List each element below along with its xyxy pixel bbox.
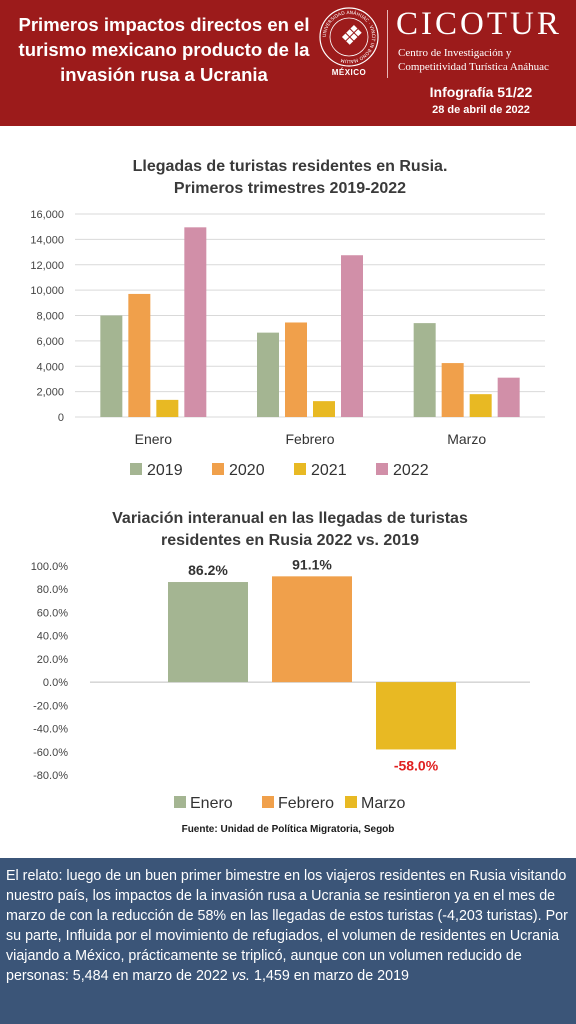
legend-swatch-enero: [174, 796, 186, 808]
bar-2020-marzo: [441, 363, 464, 417]
y-tick-label: 40.0%: [37, 631, 68, 643]
bar-2022-marzo: [497, 377, 520, 417]
legend-label-2019: 2019: [147, 462, 183, 479]
narrative-text-b: 1,459 en marzo de 2019: [250, 968, 409, 984]
brand-subtitle: Centro de Investigación y Competitividad…: [398, 46, 549, 74]
y-tick-label: 14,000: [30, 234, 64, 246]
bar-2020-febrero: [285, 322, 307, 417]
y-tick-label: 6,000: [36, 336, 64, 348]
legend-swatch-2020: [212, 463, 224, 475]
bar-2020-enero: [128, 293, 151, 417]
legend-swatch-2019: [130, 463, 142, 475]
data-label-enero: 86.2%: [188, 562, 228, 578]
legend-label-marzo: Marzo: [361, 795, 406, 812]
bar-marzo: [376, 682, 456, 750]
y-tick-label: 10,000: [30, 285, 64, 297]
legend-swatch-febrero: [262, 796, 274, 808]
bar-2021-marzo: [469, 394, 492, 417]
y-tick-label: -60.0%: [33, 747, 68, 759]
publication-date: 28 de abril de 2022: [432, 104, 530, 116]
bar-2021-febrero: [313, 401, 335, 417]
y-tick-label: 60.0%: [37, 607, 68, 619]
header-banner: Primeros impactos directos en el turismo…: [0, 0, 576, 126]
seal-label: MÉXICO: [331, 68, 367, 77]
brand-subtitle-line1: Centro de Investigación y: [398, 47, 512, 59]
y-tick-label: 0: [58, 412, 64, 424]
data-label-febrero: 91.1%: [292, 556, 332, 572]
y-tick-label: 4,000: [36, 361, 64, 373]
y-tick-label: 100.0%: [31, 561, 69, 573]
data-label-marzo: -58.0%: [394, 757, 439, 773]
legend-swatch-2021: [294, 463, 306, 475]
y-tick-label: 8,000: [36, 311, 64, 323]
narrative-text: El relato: luego de un buen primer bimes…: [0, 858, 576, 986]
legend-label-2020: 2020: [229, 462, 265, 479]
arrivals-bar-chart: 0 2,000 4,000 6,000 8,000 10,000 12,000 14,000 1…: [30, 209, 545, 479]
legend-label-febrero: Febrero: [278, 795, 334, 812]
y-tick-label: -80.0%: [33, 770, 68, 782]
y-tick-label: 20.0%: [37, 654, 68, 666]
legend-swatch-2022: [376, 463, 388, 475]
x-category-label: Enero: [135, 431, 173, 447]
narrative-text-a: El relato: luego de un buen primer bimes…: [6, 868, 568, 984]
source-note: Fuente: Unidad de Política Migratoria, S…: [181, 824, 395, 835]
y-tick-label: 80.0%: [37, 584, 68, 596]
y-tick-label: -40.0%: [33, 724, 68, 736]
header-divider: [387, 10, 388, 78]
legend-swatch-marzo: [345, 796, 357, 808]
bar-2022-enero: [184, 227, 207, 417]
bar-2019-marzo: [413, 323, 436, 417]
chart2-title-line1: Variación interanual en las llegadas de …: [112, 510, 468, 527]
bar-enero: [168, 582, 248, 683]
bar-2021-enero: [156, 399, 179, 417]
chart1-title-line1: Llegadas de turistas residentes en Rusia…: [132, 158, 448, 175]
chart1-title: Llegadas de turistas residentes en Rusia…: [40, 156, 540, 200]
narrative-text-vs: vs.: [231, 968, 251, 984]
brand-logo: CICOTUR: [396, 6, 562, 42]
chart1-title-line2: Primeros trimestres 2019-2022: [173, 180, 407, 197]
y-tick-label: 16,000: [30, 209, 64, 221]
legend-label-2022: 2022: [393, 462, 429, 479]
y-tick-label: -20.0%: [33, 700, 68, 712]
bar-2019-febrero: [257, 332, 279, 417]
brand-subtitle-line2: Competitividad Turística Anáhuac: [398, 61, 549, 73]
y-tick-label: 12,000: [30, 260, 64, 272]
chart2-title-line2: residentes en Rusia 2022 vs. 2019: [161, 532, 419, 549]
bar-2022-febrero: [341, 255, 363, 417]
narrative-panel: El relato: luego de un buen primer bimes…: [0, 858, 576, 1024]
chart2-title: Variación interanual en las llegadas de …: [40, 508, 540, 552]
bar-2019-enero: [100, 315, 123, 417]
x-category-label: Febrero: [285, 431, 334, 447]
university-seal-icon: UNIVERSIDAD ANÁHUAC · VINCIT IN BONO MAL…: [319, 7, 379, 67]
infographic-number: Infografía 51/22: [429, 84, 533, 100]
y-tick-label: 2,000: [36, 387, 64, 399]
variation-bar-chart: -80.0% -60.0% -40.0% -20.0% 0.0% 20.0% 40.0% 60…: [31, 556, 530, 812]
bar-febrero: [272, 576, 352, 683]
page-title: Primeros impactos directos en el turismo…: [18, 14, 310, 85]
legend-label-enero: Enero: [190, 795, 233, 812]
y-tick-label: 0.0%: [43, 677, 68, 689]
x-category-label: Marzo: [447, 431, 486, 447]
legend-label-2021: 2021: [311, 462, 347, 479]
